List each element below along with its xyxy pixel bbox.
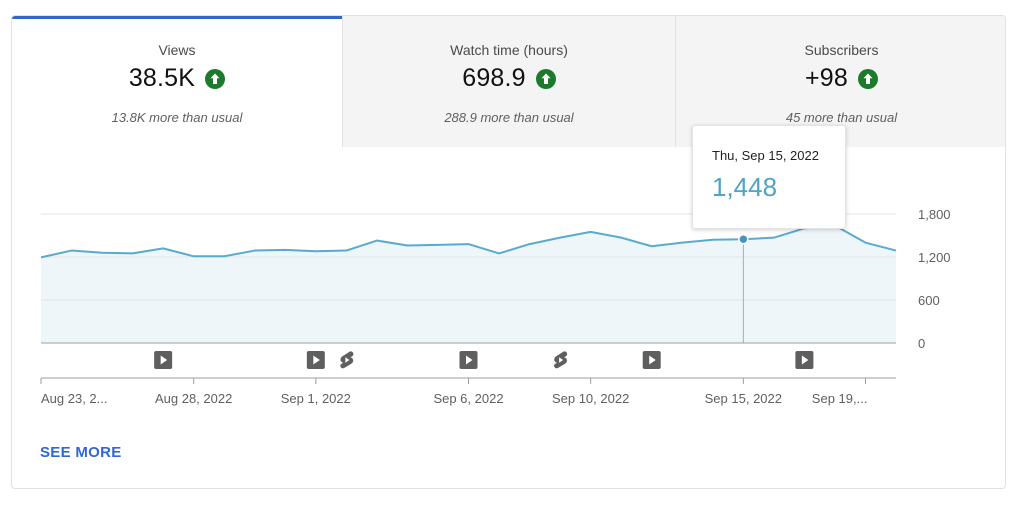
data-point [344,249,348,253]
x-tick-label: Sep 19,... [812,391,868,406]
arrow-up-icon [205,68,226,89]
data-point [100,251,104,255]
data-point [39,255,43,259]
metric-name: Subscribers [804,42,879,58]
arrow-up-icon [535,68,556,89]
metric-name: Watch time (hours) [450,42,568,58]
data-point [528,242,532,246]
data-point [70,249,74,253]
tab-watch-time[interactable]: Watch time (hours) 698.9 288.9 more than… [343,16,676,147]
data-point [467,242,471,246]
data-point [772,236,776,240]
shorts-icon [554,351,568,369]
data-point [283,248,287,252]
video-icon [642,351,661,369]
arrow-up-icon [858,68,878,89]
see-more-link[interactable]: SEE MORE [40,444,122,461]
x-tick-label: Aug 23, 2... [41,391,108,406]
video-icon [795,351,814,369]
data-point [253,249,257,253]
data-point [314,249,318,253]
data-point [711,238,715,242]
tooltip-value: 1,448 [712,172,778,202]
data-point [375,239,379,243]
views-chart[interactable]: 1,800 1,200 600 0 Aug 23, 2... Aug 28, 2022 Se… [12,16,1006,426]
data-point [405,244,409,248]
shorts-icon [340,351,354,369]
metric-value: +98 [804,64,848,92]
data-point [619,236,623,240]
chart-tooltip: Thu, Sep 15, 2022 1,448 [692,125,846,229]
metric-comparison: 288.9 more than usual [444,110,574,125]
x-tick-label: Sep 1, 2022 [281,391,351,406]
series-line [40,224,897,259]
data-point [436,243,440,247]
data-point [192,254,196,258]
metric-comparison: 45 more than usual [785,110,898,125]
x-tick-label: Sep 15, 2022 [705,391,782,406]
y-tick-label: 600 [918,293,940,308]
metric-name: Views [158,42,196,58]
data-point [894,249,898,253]
y-tick-label: 1,200 [918,250,951,265]
data-point [680,241,684,245]
y-tick-label: 1,800 [918,207,951,222]
x-tick-label: Aug 28, 2022 [155,391,232,406]
video-icon [306,351,325,369]
metric-tabs: Views 38.5K 13.8K more than usual Watch … [12,16,1005,147]
x-tick-label: Sep 6, 2022 [433,391,503,406]
tab-views[interactable]: Views 38.5K 13.8K more than usual [12,16,343,147]
data-point [497,251,501,255]
data-point [863,241,867,245]
data-point [161,246,165,250]
analytics-card: Views 38.5K 13.8K more than usual Watch … [11,15,1006,489]
metric-value: 38.5K [128,64,196,92]
highlight-point [738,233,749,245]
data-point [650,244,654,248]
metric-value: 698.9 [462,64,526,92]
metric-comparison: 13.8K more than usual [111,110,243,125]
video-icon [154,351,173,369]
active-tab-indicator [12,16,342,19]
x-tick-label: Sep 10, 2022 [552,391,629,406]
data-point [222,254,226,258]
chart-area-fill [41,225,896,343]
y-tick-label: 0 [918,336,925,351]
data-point [131,251,135,255]
tooltip-date: Thu, Sep 15, 2022 [712,148,819,163]
video-icon [459,351,478,369]
data-point [558,236,562,240]
data-point [589,230,593,234]
